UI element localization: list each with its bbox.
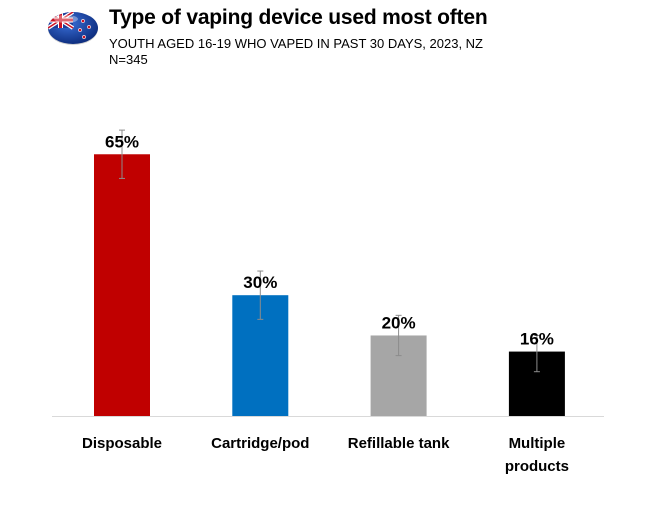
data-label: 16% xyxy=(520,330,554,349)
bar xyxy=(94,154,150,416)
chart-subtitle-block: YOUTH AGED 16-19 WHO VAPED IN PAST 30 DA… xyxy=(109,36,483,68)
category-label: Multiple products xyxy=(505,435,569,475)
category-label: Refillable tank xyxy=(348,435,450,452)
nz-flag-globe-icon xyxy=(48,12,98,45)
category-label-line: Cartridge/pod xyxy=(211,435,309,452)
category-label-line: products xyxy=(505,458,569,475)
category-label-line: Refillable tank xyxy=(348,435,450,452)
category-label: Cartridge/pod xyxy=(211,435,309,452)
category-label-line: Disposable xyxy=(82,435,162,452)
data-label: 20% xyxy=(382,313,416,332)
chart-subtitle: YOUTH AGED 16-19 WHO VAPED IN PAST 30 DA… xyxy=(109,36,483,51)
data-label: 30% xyxy=(243,273,277,292)
category-label: Disposable xyxy=(82,435,162,452)
category-label-line: Multiple xyxy=(509,435,566,452)
data-label: 65% xyxy=(105,132,139,151)
sample-size: N=345 xyxy=(109,52,148,67)
chart-title: Type of vaping device used most often xyxy=(109,6,488,29)
